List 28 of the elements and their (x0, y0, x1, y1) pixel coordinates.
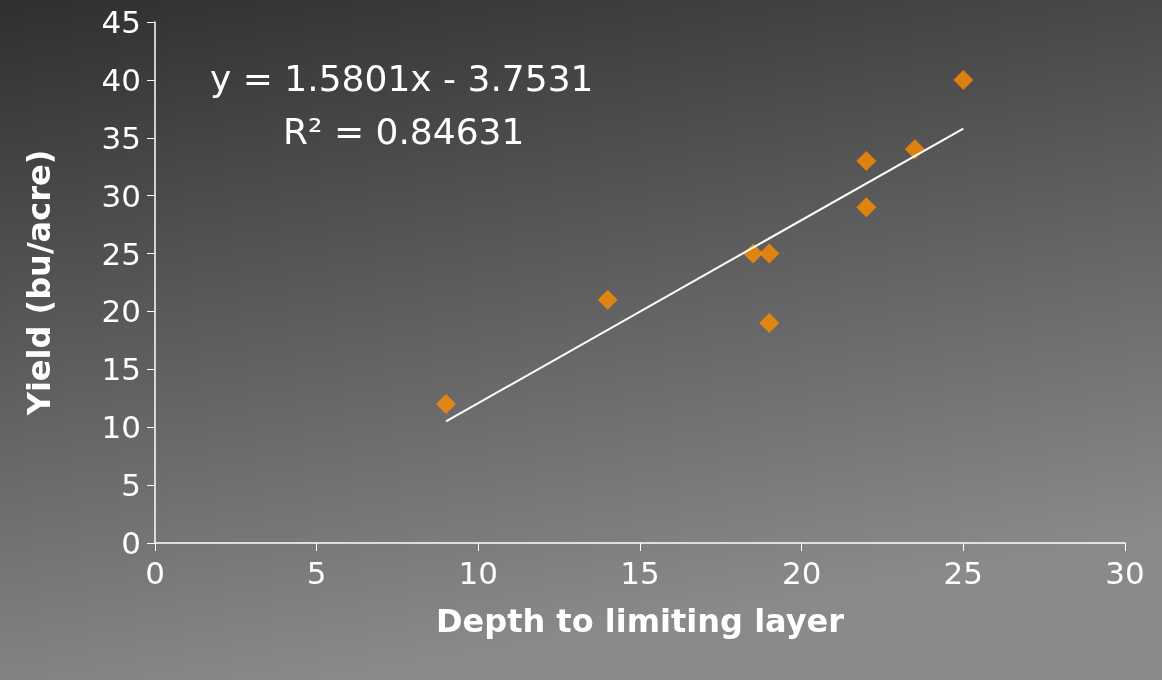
y-tick-label: 30 (101, 177, 141, 214)
point (436, 394, 456, 415)
x-tick-label: 10 (458, 554, 499, 591)
y-tick-label: 35 (101, 119, 141, 156)
point (759, 243, 780, 264)
point (856, 197, 877, 218)
point (759, 313, 780, 334)
x-tick-label: 30 (1105, 554, 1145, 591)
y-tick-label: 20 (101, 293, 141, 330)
x-tick-label: 0 (145, 554, 165, 591)
x-tick-label: 20 (781, 554, 822, 591)
x-tick-label: 15 (620, 554, 660, 591)
annotation: y = 1.5801x - 3.7531 (210, 57, 594, 99)
y-tick-label: 15 (101, 351, 141, 388)
y-tick-label: 10 (101, 409, 141, 446)
y-axis-title: Yield (bu/acre) (20, 149, 58, 417)
y-tick-label: 45 (101, 4, 141, 40)
point (953, 69, 974, 90)
y-tick-label: 0 (121, 525, 141, 561)
y-tick-label: 40 (101, 61, 141, 98)
point (597, 289, 618, 310)
x-axis-title: Depth to limiting layer (435, 602, 845, 640)
point (856, 150, 877, 171)
annotation: R² = 0.84631 (283, 110, 525, 152)
y-tick-label: 5 (121, 467, 141, 504)
x-tick-label: 5 (306, 554, 327, 591)
x-tick-label: 25 (943, 554, 984, 591)
y-tick-label: 25 (101, 235, 141, 272)
